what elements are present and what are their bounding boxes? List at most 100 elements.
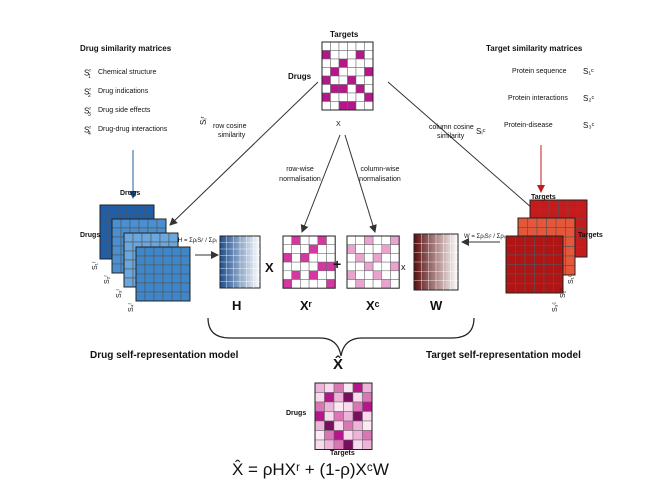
result-cell (343, 420, 354, 431)
drug-stack-layer-cell (162, 246, 173, 257)
xc-cell (372, 253, 383, 263)
xr-cell (317, 235, 327, 245)
xc-cell (372, 235, 383, 245)
xc-matrix (346, 235, 400, 289)
xc-cell (390, 253, 400, 263)
top-targets-matrix (321, 41, 374, 111)
target-stack-layer-cell (505, 254, 516, 265)
xr-cell (282, 253, 292, 263)
target-stack-layer-cell (543, 283, 554, 294)
drug-stack-layer-cell (171, 255, 182, 266)
xc-cell (390, 279, 400, 289)
drug-stack-layer-cell (132, 232, 143, 243)
target-stack-layer-cell (524, 235, 535, 246)
drug-stack-layer-cell (162, 282, 173, 293)
top-matrix-cell (355, 84, 365, 94)
xc-cell (372, 244, 383, 254)
result-cell (343, 439, 354, 450)
target-stack-layer-cell (543, 235, 554, 246)
target-stack-symbol: S₁ᶜ (568, 274, 575, 284)
target-stack-layer-cell (515, 273, 526, 284)
top-matrix-cell (355, 58, 365, 68)
drug-stack-symbol: S₃ʳ (116, 288, 123, 298)
drug-stack-layer-cell (144, 291, 155, 302)
target-stack-layer-cell (505, 283, 516, 294)
target-stack-layer-cell (536, 217, 547, 228)
xc-cell (355, 261, 365, 272)
drug-stack-layer-cell (171, 291, 182, 302)
top-matrix-cell (330, 84, 340, 94)
target-stack-layer-cell (534, 264, 545, 275)
target-stack-layer-cell (527, 217, 538, 228)
xr-cell (317, 244, 327, 254)
drug-item-label: Drug-drug interactions (98, 126, 168, 133)
top-matrix-cell (355, 75, 365, 85)
xr-cell (291, 270, 301, 280)
drug-item-symbol: Sr4 (84, 125, 92, 138)
top-matrix-cell (338, 58, 348, 68)
h-label: H (232, 298, 242, 313)
xr-cell (291, 279, 301, 289)
drug-stack-layer-cell (153, 255, 164, 266)
target-stack-layer-cell (505, 235, 516, 246)
result-cell (352, 411, 363, 422)
top-matrix-cell (321, 67, 331, 77)
xr-cell (317, 253, 327, 263)
drug-stack-layer-cell (99, 222, 110, 233)
result-cell (333, 420, 344, 431)
top-matrix-cell (364, 92, 374, 102)
drug-item-label: Chemical structure (98, 69, 157, 76)
target-stack-layer-cell (548, 199, 559, 210)
drug-stack-layer-cell (144, 273, 155, 284)
drug-cosine-symbol: Sᵢʳ (199, 116, 208, 125)
result-cell (333, 382, 344, 393)
top-matrix-cell (364, 50, 374, 60)
target-stack-layer-cell (534, 273, 545, 284)
top-matrix-cell (330, 101, 340, 111)
result-cell (362, 382, 373, 393)
result-cell (333, 392, 344, 403)
xc-cell (381, 253, 391, 263)
drug-stack-layer-cell (111, 254, 122, 265)
xr-cell (291, 235, 301, 245)
top-matrix-col-label: Targets (330, 30, 359, 39)
xc-cell (390, 244, 400, 254)
xr-cell (317, 270, 327, 280)
xr-cell (282, 235, 292, 245)
drug-stack-layer-border (135, 246, 191, 302)
target-cosine-symbol: Sᵢᶜ (476, 127, 486, 136)
xc-cell (381, 279, 391, 289)
xr-cell (282, 261, 292, 272)
top-matrix-cell (347, 84, 357, 94)
xc-cell (381, 244, 391, 254)
result-cell (324, 420, 335, 431)
drug-stack-layer-cell (135, 282, 146, 293)
top-matrix-cell (321, 50, 331, 60)
target-stack-layer-cell (553, 264, 564, 275)
drug-stack-layer-cell (180, 264, 191, 275)
xc-cell (346, 244, 356, 254)
top-matrix-cell (321, 41, 331, 51)
drug-item-symbol: Sr3 (84, 106, 92, 119)
result-cell (343, 430, 354, 441)
xr-cell (300, 261, 310, 272)
target-stack-layer-cell (534, 254, 545, 265)
drug-stack-layer-cell (153, 246, 164, 257)
drug-stack-layer-cell (111, 218, 122, 229)
drug-stack-layer-cell (150, 232, 161, 243)
col-norm-label-1: column-wise (360, 166, 400, 173)
w-formula: W = ΣρᵢSᵢᶜ / Σρᵢ (464, 234, 505, 240)
top-matrix-cell (321, 84, 331, 94)
result-cell (352, 401, 363, 412)
xc-cell (346, 261, 356, 272)
drug-stack-layer-cell (126, 204, 137, 215)
top-matrix-cell (338, 50, 348, 60)
drug-stack-layer-cell (135, 246, 146, 257)
result-cell (343, 401, 354, 412)
target-item-label: Protein interactions (508, 95, 568, 102)
xc-cell (364, 270, 374, 280)
result-cell (324, 392, 335, 403)
drug-stack-layer-cell (171, 282, 182, 293)
drug-stack-layer-cell (159, 232, 170, 243)
target-stack-layer-cell (524, 283, 535, 294)
